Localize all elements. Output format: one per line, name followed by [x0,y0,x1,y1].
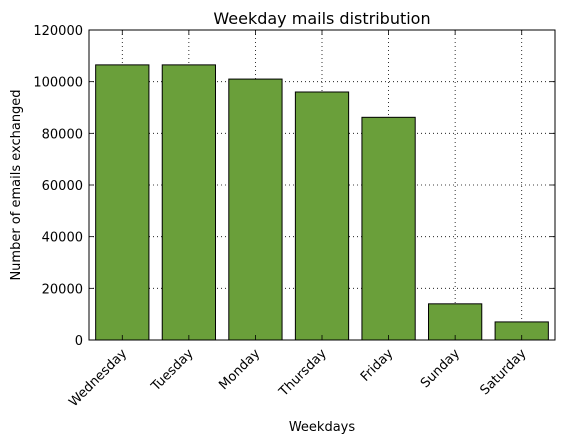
bar-wednesday [95,64,150,341]
y-axis-label: Number of emails exchanged [9,89,24,280]
x-tick-label-monday: Monday [216,346,263,393]
x-tick-label-friday: Friday [358,346,397,385]
bar-thursday [294,91,350,341]
y-tick-label: 80000 [42,127,83,142]
y-tick-label: 40000 [42,231,83,246]
x-tick-label-sunday: Sunday [418,346,463,391]
bar-friday [361,116,416,341]
x-tick-label-tuesday: Tuesday [148,346,197,395]
y-tick-label: 120000 [33,24,83,39]
y-tick-label: 0 [75,334,83,349]
x-tick-label-wednesday: Wednesday [66,346,130,410]
bars [95,64,549,341]
bar-monday [228,78,283,341]
y-tick-label: 20000 [42,282,83,297]
y-tick-label: 100000 [33,76,83,91]
chart-title: Weekday mails distribution [213,9,430,28]
y-axis-ticks: 0 20000 40000 60000 80000 100000 120000 [33,24,555,349]
bar-sunday [428,303,483,341]
x-axis-label: Weekdays [289,420,356,435]
bar-tuesday [161,64,216,341]
x-tick-label-saturday: Saturday [478,346,530,398]
x-tick-label-thursday: Thursday [276,346,330,400]
y-tick-label: 60000 [42,179,83,194]
